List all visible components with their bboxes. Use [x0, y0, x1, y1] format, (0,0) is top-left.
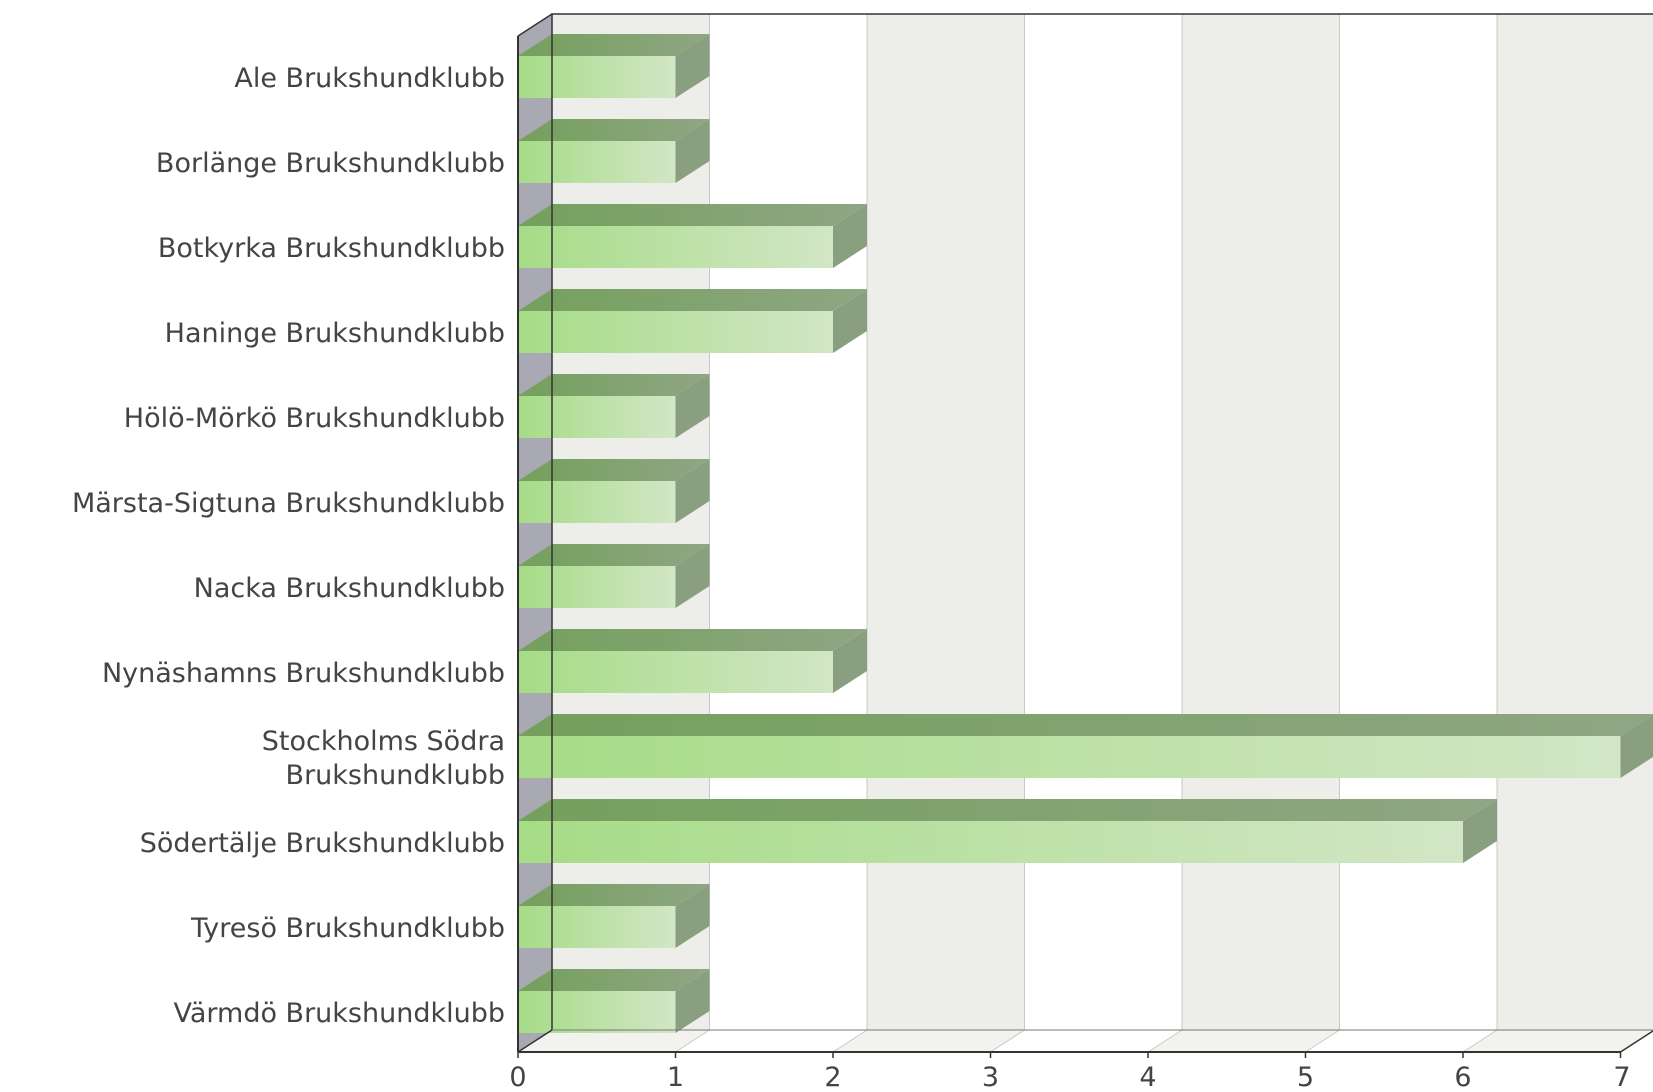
top-left-edge [517, 13, 553, 37]
background-band [1497, 14, 1653, 1030]
bar-front-face [518, 396, 676, 438]
bar-front-face [518, 56, 676, 98]
x-tick-label: 6 [1454, 1062, 1471, 1092]
x-tick-labels: 0 1 2 3 4 5 6 7 [509, 1062, 1630, 1092]
bar-side-face [675, 34, 710, 98]
category-label: Värmdö Brukshundklubb [173, 998, 505, 1029]
bar [518, 459, 710, 523]
bar-top-face [518, 629, 867, 651]
bar-front-face [518, 906, 676, 948]
bar [518, 119, 710, 183]
bar [518, 374, 710, 438]
background-band [867, 14, 1025, 1030]
floor-band [675, 1030, 867, 1052]
bar-top-face [518, 799, 1497, 821]
bar-side-face [833, 204, 867, 268]
category-label: Haninge Brukshundklubb [165, 318, 505, 349]
bar-side-face [1620, 714, 1653, 778]
bar-side-face [833, 629, 867, 693]
background-band [1024, 14, 1182, 1030]
floor-band [518, 1030, 710, 1052]
bar-front-face [518, 736, 1621, 778]
bar-front-face [518, 821, 1463, 863]
bar-front-face [518, 991, 676, 1033]
floor-band [1305, 1030, 1497, 1052]
floor-left-edge [517, 1029, 553, 1053]
category-labels: Ale Brukshundklubb Borlänge Brukshundklub… [72, 63, 505, 1029]
bar-side-face [1463, 799, 1497, 863]
bar [518, 884, 710, 948]
category-label: Stockholms Södra Brukshundklubb [262, 726, 505, 791]
bar-side-face [675, 119, 710, 183]
x-tick-label: 3 [982, 1062, 999, 1092]
x-tick-label: 1 [667, 1062, 684, 1092]
bar-side-face [675, 884, 710, 948]
category-label: Borlänge Brukshundklubb [156, 148, 505, 179]
category-label: Ale Brukshundklubb [234, 63, 505, 94]
bar [518, 714, 1653, 778]
x-tick-label: 4 [1139, 1062, 1156, 1092]
bar-front-face [518, 226, 833, 268]
bar-top-face [518, 459, 710, 481]
floor-grid-line [1147, 1029, 1183, 1053]
floor-grid-line [1305, 1029, 1340, 1053]
bar-top-face [518, 714, 1653, 736]
floor-grid-line [675, 1029, 710, 1053]
bar [518, 289, 867, 353]
bar-top-face [518, 289, 867, 311]
bar-top-face [518, 119, 710, 141]
bar-top-face [518, 204, 867, 226]
background-band [1182, 14, 1340, 1030]
bar [518, 799, 1497, 863]
category-label: Hölö-Mörkö Brukshundklubb [124, 403, 505, 434]
floor-band [833, 1030, 1025, 1052]
floor-right-edge [1620, 1030, 1653, 1053]
category-label: Södertälje Brukshundklubb [140, 828, 505, 859]
bar-front-face [518, 141, 676, 183]
bar-series [518, 34, 1653, 1033]
bar [518, 629, 867, 693]
bar-front-face [518, 481, 676, 523]
plot-left-wall [518, 14, 552, 1052]
x-tick-label: 5 [1297, 1062, 1314, 1092]
bar-side-face [675, 459, 710, 523]
floor-grid-line [832, 1029, 868, 1053]
bar [518, 204, 867, 268]
bar-top-face [518, 969, 710, 991]
left-wall-panel [518, 14, 552, 1052]
floor-grid-line [1462, 1029, 1498, 1053]
bar-side-face [833, 289, 867, 353]
floor-band [1463, 1030, 1653, 1052]
bar-top-face [518, 374, 710, 396]
background-band [709, 14, 867, 1030]
x-tick-label: 0 [509, 1062, 526, 1092]
bar-front-face [518, 311, 833, 353]
category-label: Nynäshamns Brukshundklubb [102, 658, 505, 689]
floor-band [1148, 1030, 1340, 1052]
category-label: Botkyrka Brukshundklubb [158, 233, 505, 264]
bar-top-face [518, 544, 710, 566]
bar [518, 544, 710, 608]
bar [518, 969, 710, 1033]
bar [518, 34, 710, 98]
bar-front-face [518, 651, 833, 693]
bar-top-face [518, 34, 710, 56]
x-tick-label: 7 [1613, 1062, 1630, 1092]
bar-top-face [518, 884, 710, 906]
bar-side-face [675, 969, 710, 1033]
category-label: Nacka Brukshundklubb [194, 573, 505, 604]
bar-side-face [675, 374, 710, 438]
chart-axes [517, 13, 1653, 1058]
bar-side-face [675, 544, 710, 608]
bar-front-face [518, 566, 676, 608]
x-tick-label: 2 [824, 1062, 841, 1092]
floor-band [990, 1030, 1182, 1052]
floor-grid-line [990, 1029, 1025, 1053]
background-band [1339, 14, 1497, 1030]
category-label: Märsta-Sigtuna Brukshundklubb [72, 488, 505, 519]
category-label: Tyresö Brukshundklubb [190, 913, 505, 944]
